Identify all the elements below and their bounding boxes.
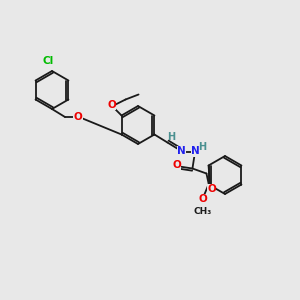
- Text: O: O: [74, 112, 82, 122]
- Text: O: O: [172, 160, 181, 170]
- Text: Cl: Cl: [42, 56, 54, 66]
- Text: O: O: [207, 184, 216, 194]
- Text: O: O: [198, 194, 207, 205]
- Text: H: H: [167, 131, 175, 142]
- Text: CH₃: CH₃: [194, 208, 212, 217]
- Text: N: N: [177, 146, 186, 157]
- Text: N: N: [191, 146, 200, 157]
- Text: H: H: [198, 142, 206, 152]
- Text: O: O: [107, 100, 116, 110]
